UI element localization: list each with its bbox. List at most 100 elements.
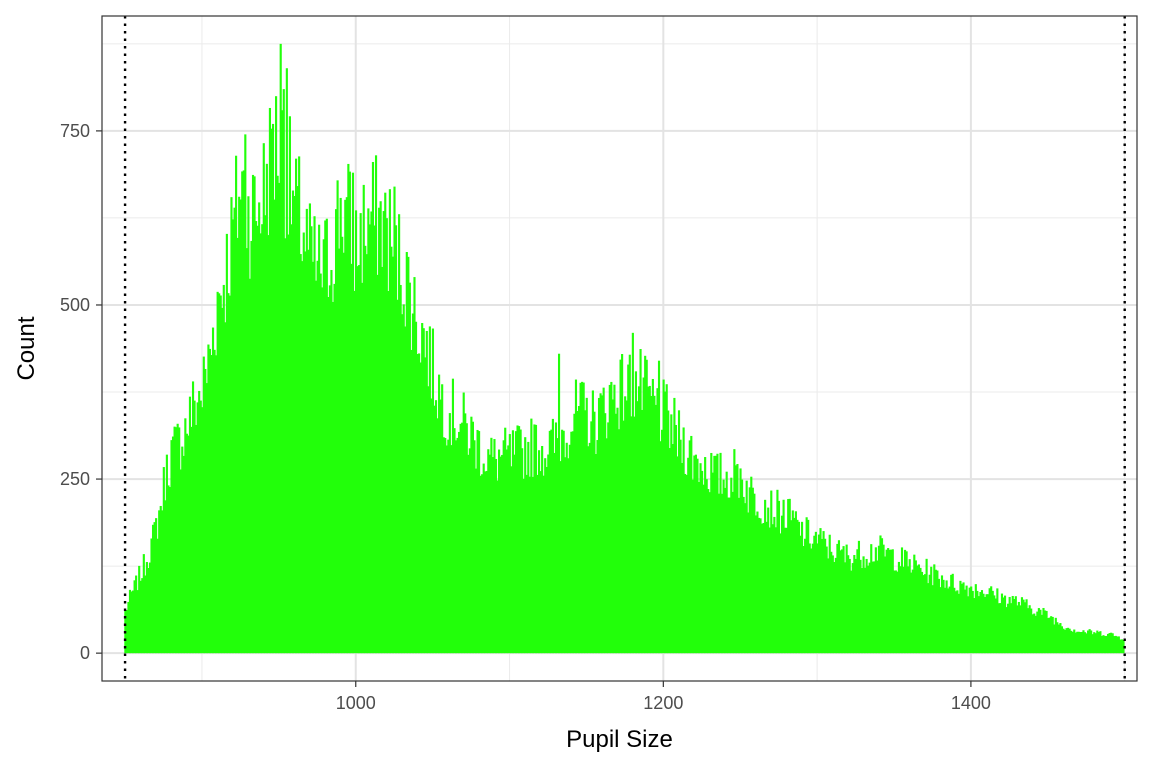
histogram-bar bbox=[810, 548, 813, 654]
histogram-bar bbox=[659, 441, 662, 654]
histogram-bar bbox=[762, 522, 765, 654]
histogram-bar bbox=[825, 546, 828, 654]
histogram-bar bbox=[404, 326, 407, 654]
histogram-bar bbox=[333, 283, 336, 654]
histogram-bar bbox=[853, 555, 856, 654]
histogram-bar bbox=[887, 548, 890, 654]
histogram-bar bbox=[491, 457, 494, 654]
histogram-bar bbox=[544, 458, 547, 654]
histogram-bar bbox=[1043, 610, 1047, 654]
histogram-bar bbox=[1056, 622, 1059, 654]
histogram-bar bbox=[850, 570, 853, 654]
histogram-bar bbox=[750, 476, 753, 654]
histogram-bar bbox=[456, 437, 459, 654]
histogram-bar bbox=[431, 328, 435, 654]
histogram-bar bbox=[916, 565, 919, 654]
histogram-bar bbox=[974, 584, 977, 654]
histogram-bar bbox=[742, 496, 745, 654]
histogram-bar bbox=[1090, 630, 1093, 654]
histogram-bar bbox=[637, 386, 641, 654]
histogram-bar bbox=[413, 277, 416, 654]
histogram-bar bbox=[1074, 632, 1077, 654]
histogram-bar bbox=[374, 155, 378, 654]
histogram-bar bbox=[774, 527, 777, 654]
histogram-bar bbox=[235, 155, 238, 654]
histogram-bars bbox=[124, 43, 1125, 654]
histogram-bar bbox=[1107, 633, 1110, 654]
histogram-bar bbox=[790, 520, 793, 654]
histogram-bar bbox=[877, 545, 881, 654]
histogram-bar bbox=[291, 190, 295, 654]
histogram-bar bbox=[505, 449, 508, 654]
histogram-bar bbox=[980, 590, 984, 654]
histogram-bar bbox=[1122, 640, 1125, 654]
histogram-bar bbox=[293, 195, 296, 654]
histogram-bar bbox=[1037, 608, 1040, 654]
histogram-bar bbox=[493, 439, 496, 654]
histogram-bar bbox=[1065, 628, 1068, 654]
histogram-bar bbox=[928, 574, 931, 654]
histogram-bar bbox=[370, 211, 373, 654]
histogram-bar bbox=[925, 558, 928, 654]
histogram-bar bbox=[568, 444, 571, 654]
histogram-bar bbox=[287, 234, 290, 654]
histogram-bar bbox=[914, 560, 917, 654]
histogram-bar bbox=[454, 440, 458, 654]
histogram-bar bbox=[487, 449, 490, 654]
histogram-bar bbox=[922, 575, 925, 654]
histogram-bar bbox=[951, 573, 954, 654]
histogram-bar bbox=[701, 470, 704, 654]
histogram-bar bbox=[936, 570, 939, 654]
histogram-bar bbox=[868, 562, 871, 654]
histogram-bar bbox=[507, 445, 510, 654]
histogram-bar bbox=[418, 353, 421, 654]
histogram-bar bbox=[796, 519, 799, 654]
histogram-bar bbox=[398, 214, 401, 654]
histogram-bar bbox=[997, 603, 1000, 654]
histogram-bar bbox=[607, 422, 610, 654]
histogram-bar bbox=[522, 478, 525, 654]
histogram-bar bbox=[379, 201, 382, 654]
histogram-bar bbox=[181, 446, 184, 654]
histogram-bar bbox=[648, 385, 651, 654]
histogram-bar bbox=[917, 564, 920, 654]
y-tick-label: 500 bbox=[60, 295, 90, 315]
histogram-bar bbox=[756, 511, 759, 654]
histogram-bar bbox=[127, 601, 130, 654]
histogram-bar bbox=[327, 297, 330, 654]
histogram-bar bbox=[857, 540, 861, 654]
histogram-bar bbox=[430, 398, 433, 654]
histogram-bar bbox=[158, 510, 161, 654]
histogram-bar bbox=[330, 269, 333, 654]
histogram-bar bbox=[722, 479, 725, 654]
histogram-bar bbox=[471, 421, 474, 654]
histogram-bar bbox=[734, 465, 737, 654]
histogram-bar bbox=[642, 377, 645, 654]
histogram-bar bbox=[605, 438, 608, 654]
histogram-bar bbox=[604, 413, 607, 654]
histogram-bar bbox=[561, 429, 564, 654]
histogram-bar bbox=[1030, 608, 1033, 654]
histogram-bar bbox=[528, 476, 531, 654]
histogram-bar bbox=[662, 379, 665, 654]
histogram-bar bbox=[900, 547, 904, 654]
histogram-bar bbox=[1023, 602, 1027, 654]
histogram-bar bbox=[681, 462, 684, 654]
histogram-bar bbox=[979, 592, 982, 654]
histogram-bar bbox=[947, 588, 950, 654]
histogram-bar bbox=[324, 220, 327, 654]
histogram-bar bbox=[131, 590, 135, 654]
histogram-bar bbox=[996, 588, 999, 654]
histogram-bar bbox=[270, 128, 273, 654]
histogram-bar bbox=[436, 418, 439, 654]
histogram-bar bbox=[428, 326, 431, 654]
histogram-bar bbox=[710, 452, 713, 654]
histogram-bar bbox=[176, 423, 179, 654]
histogram-bar bbox=[828, 534, 831, 654]
histogram-bar bbox=[302, 232, 305, 654]
histogram-bar bbox=[567, 458, 570, 654]
histogram-bar bbox=[963, 589, 967, 654]
histogram-bar bbox=[807, 519, 810, 654]
histogram-bar bbox=[614, 413, 618, 654]
histogram-bar bbox=[665, 384, 668, 654]
